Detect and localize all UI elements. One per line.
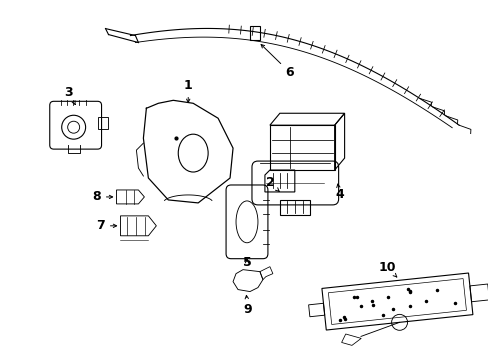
Text: 10: 10: [378, 261, 396, 277]
Text: 6: 6: [261, 45, 294, 79]
Text: 1: 1: [183, 79, 192, 103]
Text: 3: 3: [64, 86, 75, 104]
Text: 4: 4: [335, 184, 343, 202]
Text: 5: 5: [242, 256, 251, 269]
Text: 8: 8: [92, 190, 112, 203]
Text: 9: 9: [243, 296, 252, 316]
Text: 7: 7: [96, 219, 116, 232]
Text: 2: 2: [265, 176, 279, 192]
Bar: [269, 125, 334, 170]
